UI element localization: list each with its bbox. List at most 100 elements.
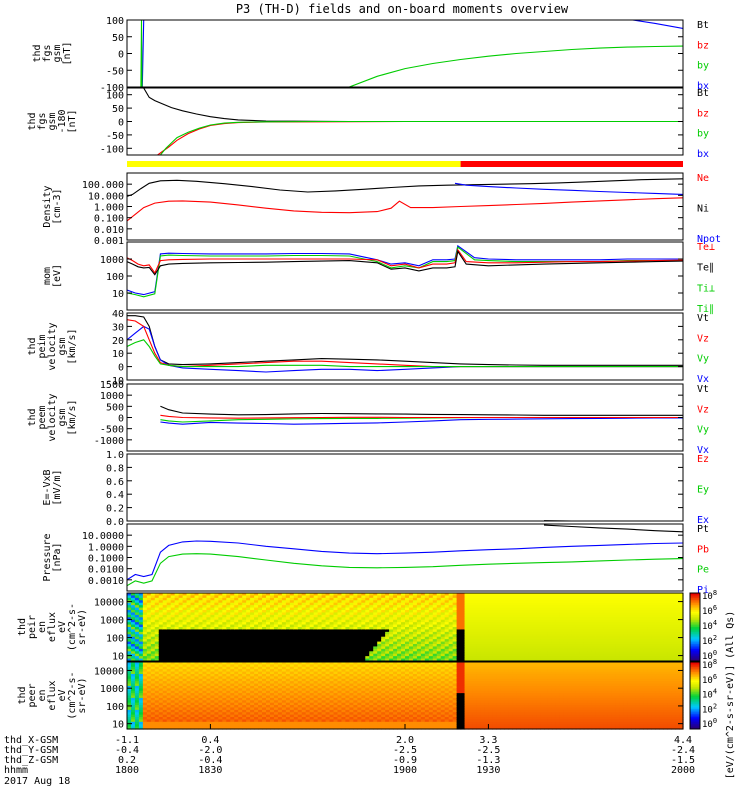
- spectrogram-cell: [559, 653, 565, 657]
- spectrogram-cell: [210, 673, 215, 677]
- spectrogram-cell: [218, 653, 223, 657]
- spectrogram-cell: [575, 605, 581, 609]
- spectrogram-cell: [464, 597, 470, 601]
- spectrogram-cell: [492, 624, 497, 628]
- spectrogram-cell: [528, 602, 533, 606]
- spectrogram-cell: [266, 629, 271, 633]
- spectrogram-cell: [242, 600, 247, 604]
- spectrogram-cell: [154, 653, 160, 657]
- spectrogram-cell: [476, 605, 482, 609]
- spectrogram-cell: [214, 724, 219, 728]
- spectrogram-cell: [230, 702, 235, 706]
- spectrogram-cell: [381, 600, 386, 604]
- spectrogram-cell: [508, 634, 513, 638]
- spectrogram-cell: [289, 631, 295, 635]
- spectrogram-cell: [663, 644, 668, 648]
- spectrogram-cell: [321, 639, 327, 643]
- spectrogram-cell: [222, 693, 227, 697]
- spectrogram-cell: [607, 614, 613, 618]
- spectrogram-cell: [242, 641, 247, 645]
- spectrogram-cell: [127, 712, 132, 716]
- spectrogram-cell: [424, 636, 430, 640]
- spectrogram-cell: [444, 636, 450, 640]
- spectrogram-cell: [166, 605, 172, 609]
- spectrogram-cell: [607, 610, 613, 614]
- spectrogram-cell: [146, 685, 152, 689]
- spectrogram-cell: [579, 600, 585, 604]
- spectrogram-cell: [547, 607, 553, 611]
- spectrogram-cell: [464, 610, 470, 614]
- spectrogram-cell: [134, 693, 140, 697]
- spectrogram-cell: [615, 644, 621, 648]
- spectrogram-cell: [528, 607, 533, 611]
- spectrogram-cell: [162, 700, 168, 704]
- spectrogram-cell: [583, 651, 589, 655]
- spectrogram-cell: [563, 600, 569, 604]
- spectrogram-cell: [536, 639, 541, 643]
- spectrogram-cell: [130, 631, 136, 635]
- spectrogram-cell: [504, 610, 509, 614]
- spectrogram-cell: [190, 702, 196, 706]
- spectrogram-cell: [266, 627, 271, 631]
- spectrogram-cell: [202, 726, 208, 730]
- spectrogram-cell: [476, 639, 482, 643]
- spectrogram-cell: [619, 614, 625, 618]
- spectrogram-cell: [234, 688, 239, 692]
- spectrogram-cell: [675, 644, 680, 648]
- spectrogram-cell: [381, 658, 386, 662]
- spectrogram-cell: [345, 622, 350, 626]
- spectrogram-cell: [444, 619, 450, 623]
- spectrogram-cell: [138, 721, 144, 725]
- spectrogram-cell: [206, 627, 211, 631]
- spectrogram-cell: [667, 653, 672, 657]
- spectrogram-cell: [273, 656, 279, 660]
- spectrogram-cell: [357, 629, 362, 633]
- spectrogram-cell: [679, 614, 684, 618]
- spectrogram-cell: [452, 631, 458, 635]
- spectrogram-cell: [266, 622, 271, 626]
- spectrogram-cell: [142, 629, 148, 633]
- spectrogram-cell: [154, 707, 160, 711]
- spectrogram-cell: [472, 600, 478, 604]
- spectrogram-cell: [544, 600, 549, 604]
- spectrogram-cell: [178, 605, 184, 609]
- spectrogram-cell: [269, 634, 275, 638]
- spectrogram-cell: [234, 614, 239, 618]
- spectrogram-cell: [134, 646, 140, 650]
- spectrogram-cell: [138, 688, 144, 692]
- spectrogram-cell: [301, 651, 307, 655]
- spectrogram-cell: [357, 636, 362, 640]
- spectrogram-cell: [420, 656, 426, 660]
- spectrogram-cell: [623, 624, 628, 628]
- spectrogram-cell: [202, 717, 208, 721]
- spectrogram-cell: [615, 641, 621, 645]
- spectrogram-cell: [575, 610, 581, 614]
- y-axis-label: en: [37, 621, 48, 633]
- spectrogram-cell: [186, 614, 192, 618]
- spectrogram-cell: [186, 678, 192, 682]
- spectrogram-cell: [544, 648, 549, 652]
- spectrogram-cell: [504, 614, 509, 618]
- spectrogram-cell: [659, 593, 664, 597]
- spectrogram-cell: [333, 627, 339, 631]
- spectrogram-cell: [226, 619, 231, 623]
- spectrogram-cell: [150, 600, 156, 604]
- spectrogram-cell: [540, 641, 545, 645]
- spectrogram-cell: [500, 605, 505, 609]
- spectrogram-cell: [345, 602, 350, 606]
- spectrogram-cell: [675, 597, 680, 601]
- spectrogram-cell: [170, 664, 176, 668]
- spectrogram-cell: [174, 676, 180, 680]
- spectrogram-cell: [412, 627, 418, 631]
- spectrogram-cell: [393, 612, 398, 616]
- spectrogram-cell: [190, 629, 196, 633]
- spectrogram-cell: [484, 614, 489, 618]
- spectrogram-10: [127, 662, 684, 730]
- spectrogram-cell: [345, 631, 350, 635]
- spectrogram-cell: [162, 717, 168, 721]
- spectrogram-cell: [412, 610, 418, 614]
- spectrogram-cell: [337, 600, 343, 604]
- spectrogram-cell: [472, 651, 478, 655]
- spectrogram-cell: [512, 634, 517, 638]
- spectrogram-cell: [488, 641, 493, 645]
